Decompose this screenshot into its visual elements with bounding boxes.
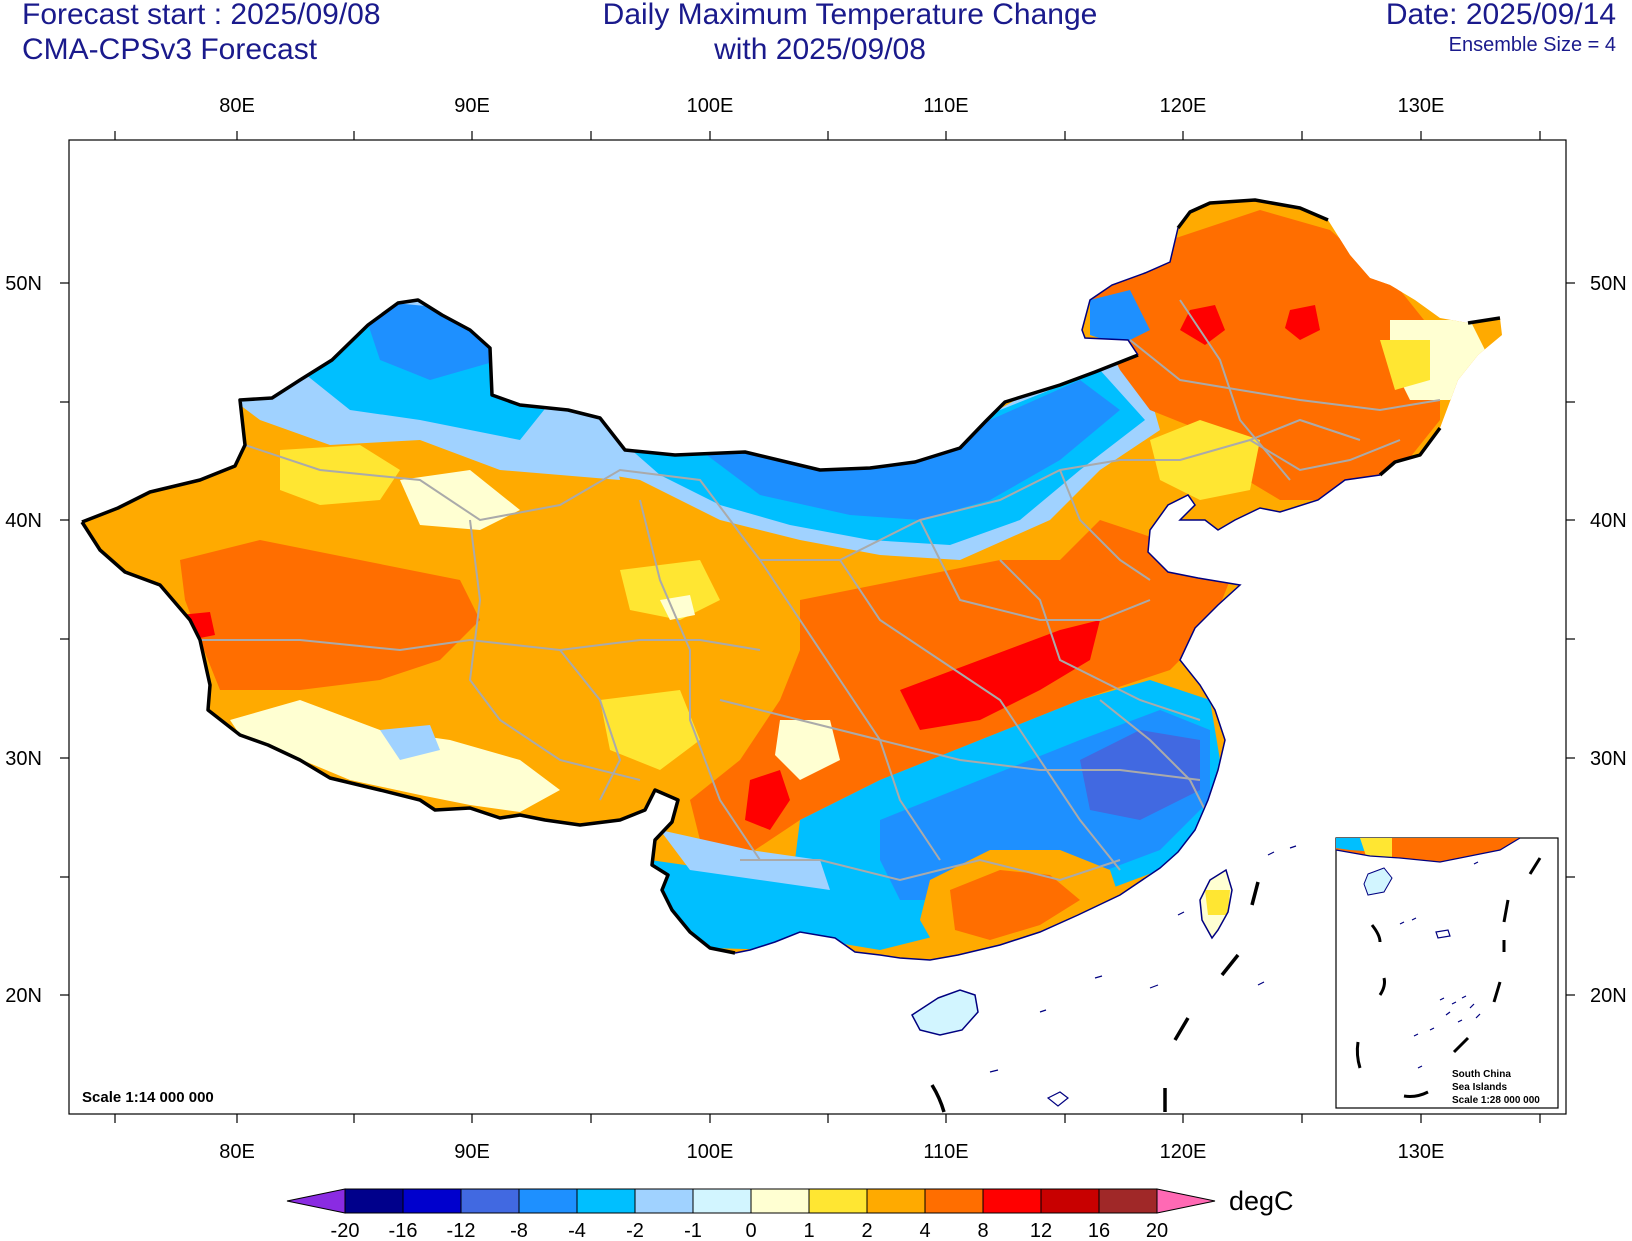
colorbar-tick-label: 12: [1030, 1220, 1052, 1241]
south-china-sea-inset: South China Sea Islands Scale 1:28 000 0…: [1335, 837, 1559, 1109]
inset-label-line1: South China: [1452, 1069, 1511, 1080]
colorbar-swatch: [1040, 1188, 1100, 1214]
lon-ticks: [60, 131, 1575, 1123]
colorbar-swatch: [866, 1188, 926, 1214]
inset-scale-label: Scale 1:28 000 000: [1452, 1095, 1540, 1106]
colorbar-tick-label: 1: [803, 1220, 814, 1241]
forecast-start-label: Forecast start : 2025/09/08: [22, 0, 381, 31]
lon-label-bottom: 90E: [454, 1141, 490, 1163]
lat-label-right: 30N: [1590, 748, 1627, 770]
colorbar-tick-label: 2: [861, 1220, 872, 1241]
coastline: [734, 227, 1381, 961]
colorbar-low-arrow: [286, 1188, 346, 1214]
colorbar-swatch: [634, 1188, 694, 1214]
colorbar-tick-label: -20: [331, 1220, 360, 1241]
lon-label-bottom: 80E: [219, 1141, 255, 1163]
lon-label-top: 130E: [1398, 95, 1445, 117]
taiwan-island: [1199, 868, 1233, 940]
china-border: [80, 198, 1501, 955]
map-title-subline: with 2025/09/08: [714, 33, 926, 66]
lat-label-left: 40N: [5, 510, 42, 532]
lon-label-top: 100E: [687, 95, 734, 117]
colorbar-swatch: [982, 1188, 1042, 1214]
lon-label-bottom: 120E: [1160, 1141, 1207, 1163]
colorbar-tick-label: -2: [626, 1220, 644, 1241]
lon-label-top: 110E: [923, 95, 968, 117]
maritime-boundary-dashes: [930, 881, 1260, 1113]
colorbar-tick-label: 0: [745, 1220, 756, 1241]
colorbar-tick-label: 4: [919, 1220, 930, 1241]
colorbar-swatch: [808, 1188, 868, 1214]
colorbar-swatch: [402, 1188, 462, 1214]
colorbar-swatch: [924, 1188, 984, 1214]
colorbar-units: degC: [1229, 1186, 1294, 1216]
colorbar-tick-label: 16: [1088, 1220, 1110, 1241]
colorbar-tick-label: -4: [568, 1220, 586, 1241]
colorbar-swatch: [692, 1188, 752, 1214]
ensemble-size-label: Ensemble Size = 4: [1448, 34, 1616, 56]
map-scale-label: Scale 1:14 000 000: [82, 1089, 214, 1106]
colorbar-swatch: [1098, 1188, 1158, 1214]
hainan-island: [911, 989, 979, 1036]
lon-label-top: 90E: [454, 95, 490, 117]
lat-label-left: 50N: [5, 273, 42, 295]
colorbar-swatch: [518, 1188, 578, 1214]
model-label: CMA-CPSv3 Forecast: [22, 33, 318, 66]
lat-label-left: 30N: [5, 748, 42, 770]
lon-label-top: 80E: [219, 95, 255, 117]
colorbar-swatch: [460, 1188, 520, 1214]
colorbar-tick-label: -12: [447, 1220, 476, 1241]
lon-label-bottom: 110E: [923, 1141, 968, 1163]
province-boundaries: [200, 299, 1441, 882]
lat-label-right: 50N: [1590, 273, 1627, 295]
lon-label-top: 120E: [1160, 95, 1207, 117]
lon-label-bottom: 100E: [687, 1141, 734, 1163]
colorbar-tick-label: -16: [389, 1220, 418, 1241]
lat-label-right: 20N: [1590, 985, 1627, 1007]
valid-date-label: Date: 2025/09/14: [1385, 0, 1616, 31]
colorbar-swatch: [344, 1188, 404, 1214]
inset-label-line2: Sea Islands: [1452, 1082, 1507, 1093]
colorbar-high-arrow: [1156, 1188, 1216, 1214]
colorbar-tick-label: -1: [684, 1220, 702, 1241]
colorbar-swatch: [750, 1188, 810, 1214]
lon-label-bottom: 130E: [1398, 1141, 1445, 1163]
colorbar-swatch: [576, 1188, 636, 1214]
colorbar-tick-label: 20: [1146, 1220, 1168, 1241]
map-title: Daily Maximum Temperature Change: [602, 0, 1098, 31]
small-islands: [989, 845, 1297, 1107]
colorbar-tick-label: -8: [510, 1220, 528, 1241]
lat-label-left: 20N: [5, 985, 42, 1007]
lat-label-right: 40N: [1590, 510, 1627, 532]
colorbar-tick-label: 8: [977, 1220, 988, 1241]
